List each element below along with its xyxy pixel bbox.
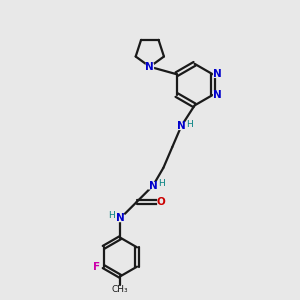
Text: CH₃: CH₃ — [112, 285, 129, 294]
Text: H: H — [158, 179, 165, 188]
Text: O: O — [157, 197, 165, 207]
FancyBboxPatch shape — [93, 263, 101, 270]
FancyBboxPatch shape — [213, 70, 222, 78]
Text: N: N — [116, 213, 125, 224]
Text: F: F — [93, 262, 100, 272]
Text: H: H — [186, 120, 193, 129]
FancyBboxPatch shape — [148, 182, 158, 190]
Text: N: N — [148, 181, 157, 191]
Text: N: N — [146, 62, 154, 72]
FancyBboxPatch shape — [213, 91, 222, 99]
Text: N: N — [213, 69, 222, 79]
FancyBboxPatch shape — [176, 122, 186, 130]
Text: N: N — [177, 121, 186, 131]
FancyBboxPatch shape — [115, 214, 125, 222]
FancyBboxPatch shape — [157, 198, 165, 206]
FancyBboxPatch shape — [146, 63, 154, 70]
Text: N: N — [213, 90, 222, 100]
Text: H: H — [109, 212, 115, 220]
